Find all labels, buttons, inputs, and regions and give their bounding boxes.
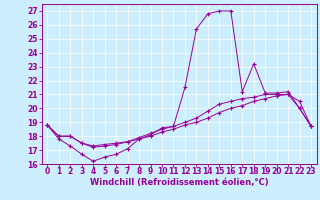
X-axis label: Windchill (Refroidissement éolien,°C): Windchill (Refroidissement éolien,°C) [90, 178, 268, 187]
